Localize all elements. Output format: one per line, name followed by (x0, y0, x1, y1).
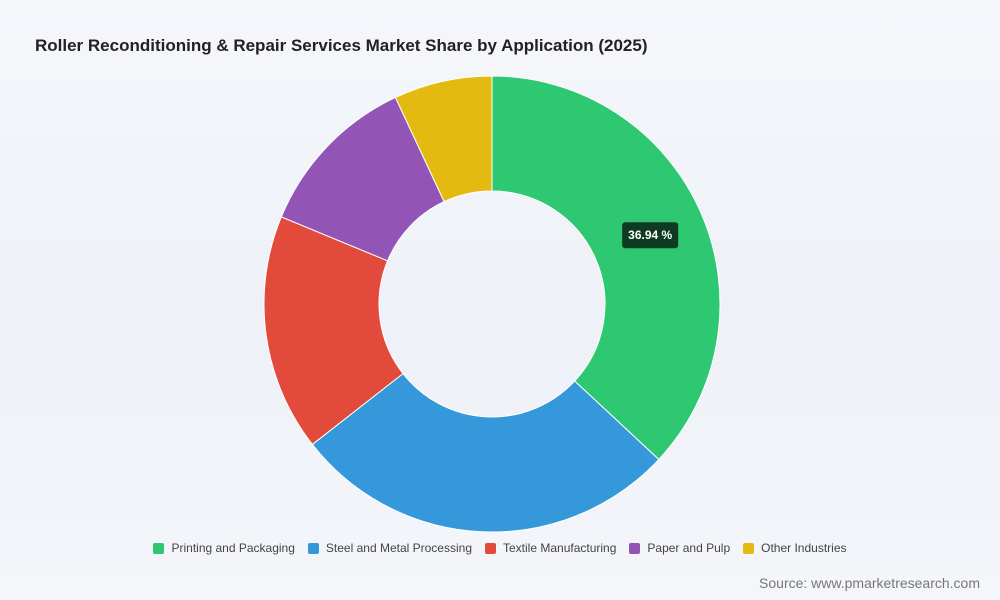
legend-label: Steel and Metal Processing (325, 541, 472, 555)
legend-label: Other Industries (761, 541, 847, 555)
chart-title: Roller Reconditioning & Repair Services … (35, 36, 648, 55)
legend-item[interactable]: Printing and Packaging (153, 541, 295, 555)
legend-label: Paper and Pulp (647, 541, 731, 555)
slice-textile-manufacturing[interactable] (263, 216, 404, 446)
legend-item[interactable]: Other Industries (743, 541, 847, 555)
legend-item[interactable]: Paper and Pulp (629, 541, 730, 555)
slice-other-industries[interactable] (394, 75, 493, 203)
legend-item[interactable]: Textile Manufacturing (485, 541, 616, 555)
slice-steel-and-metal-processing[interactable] (311, 372, 660, 533)
chart-legend: Printing and Packaging Steel and Metal Pr… (0, 541, 1000, 555)
data-label-box (622, 222, 679, 249)
slice-printing-and-packaging[interactable] (491, 75, 721, 461)
legend-swatch (743, 542, 755, 554)
legend-label: Textile Manufacturing (503, 541, 617, 555)
legend-swatch (307, 542, 319, 554)
legend-label: Printing and Packaging (171, 541, 295, 555)
legend-swatch (153, 542, 165, 554)
data-label-text: 36.94 % (628, 228, 672, 242)
source-note: Source: www.pmarketresearch.com (759, 575, 980, 591)
legend-swatch (629, 542, 641, 554)
legend-swatch (485, 542, 496, 554)
data-label: 36.94 % (622, 222, 679, 249)
legend-item[interactable]: Steel and Metal Processing (307, 541, 472, 555)
